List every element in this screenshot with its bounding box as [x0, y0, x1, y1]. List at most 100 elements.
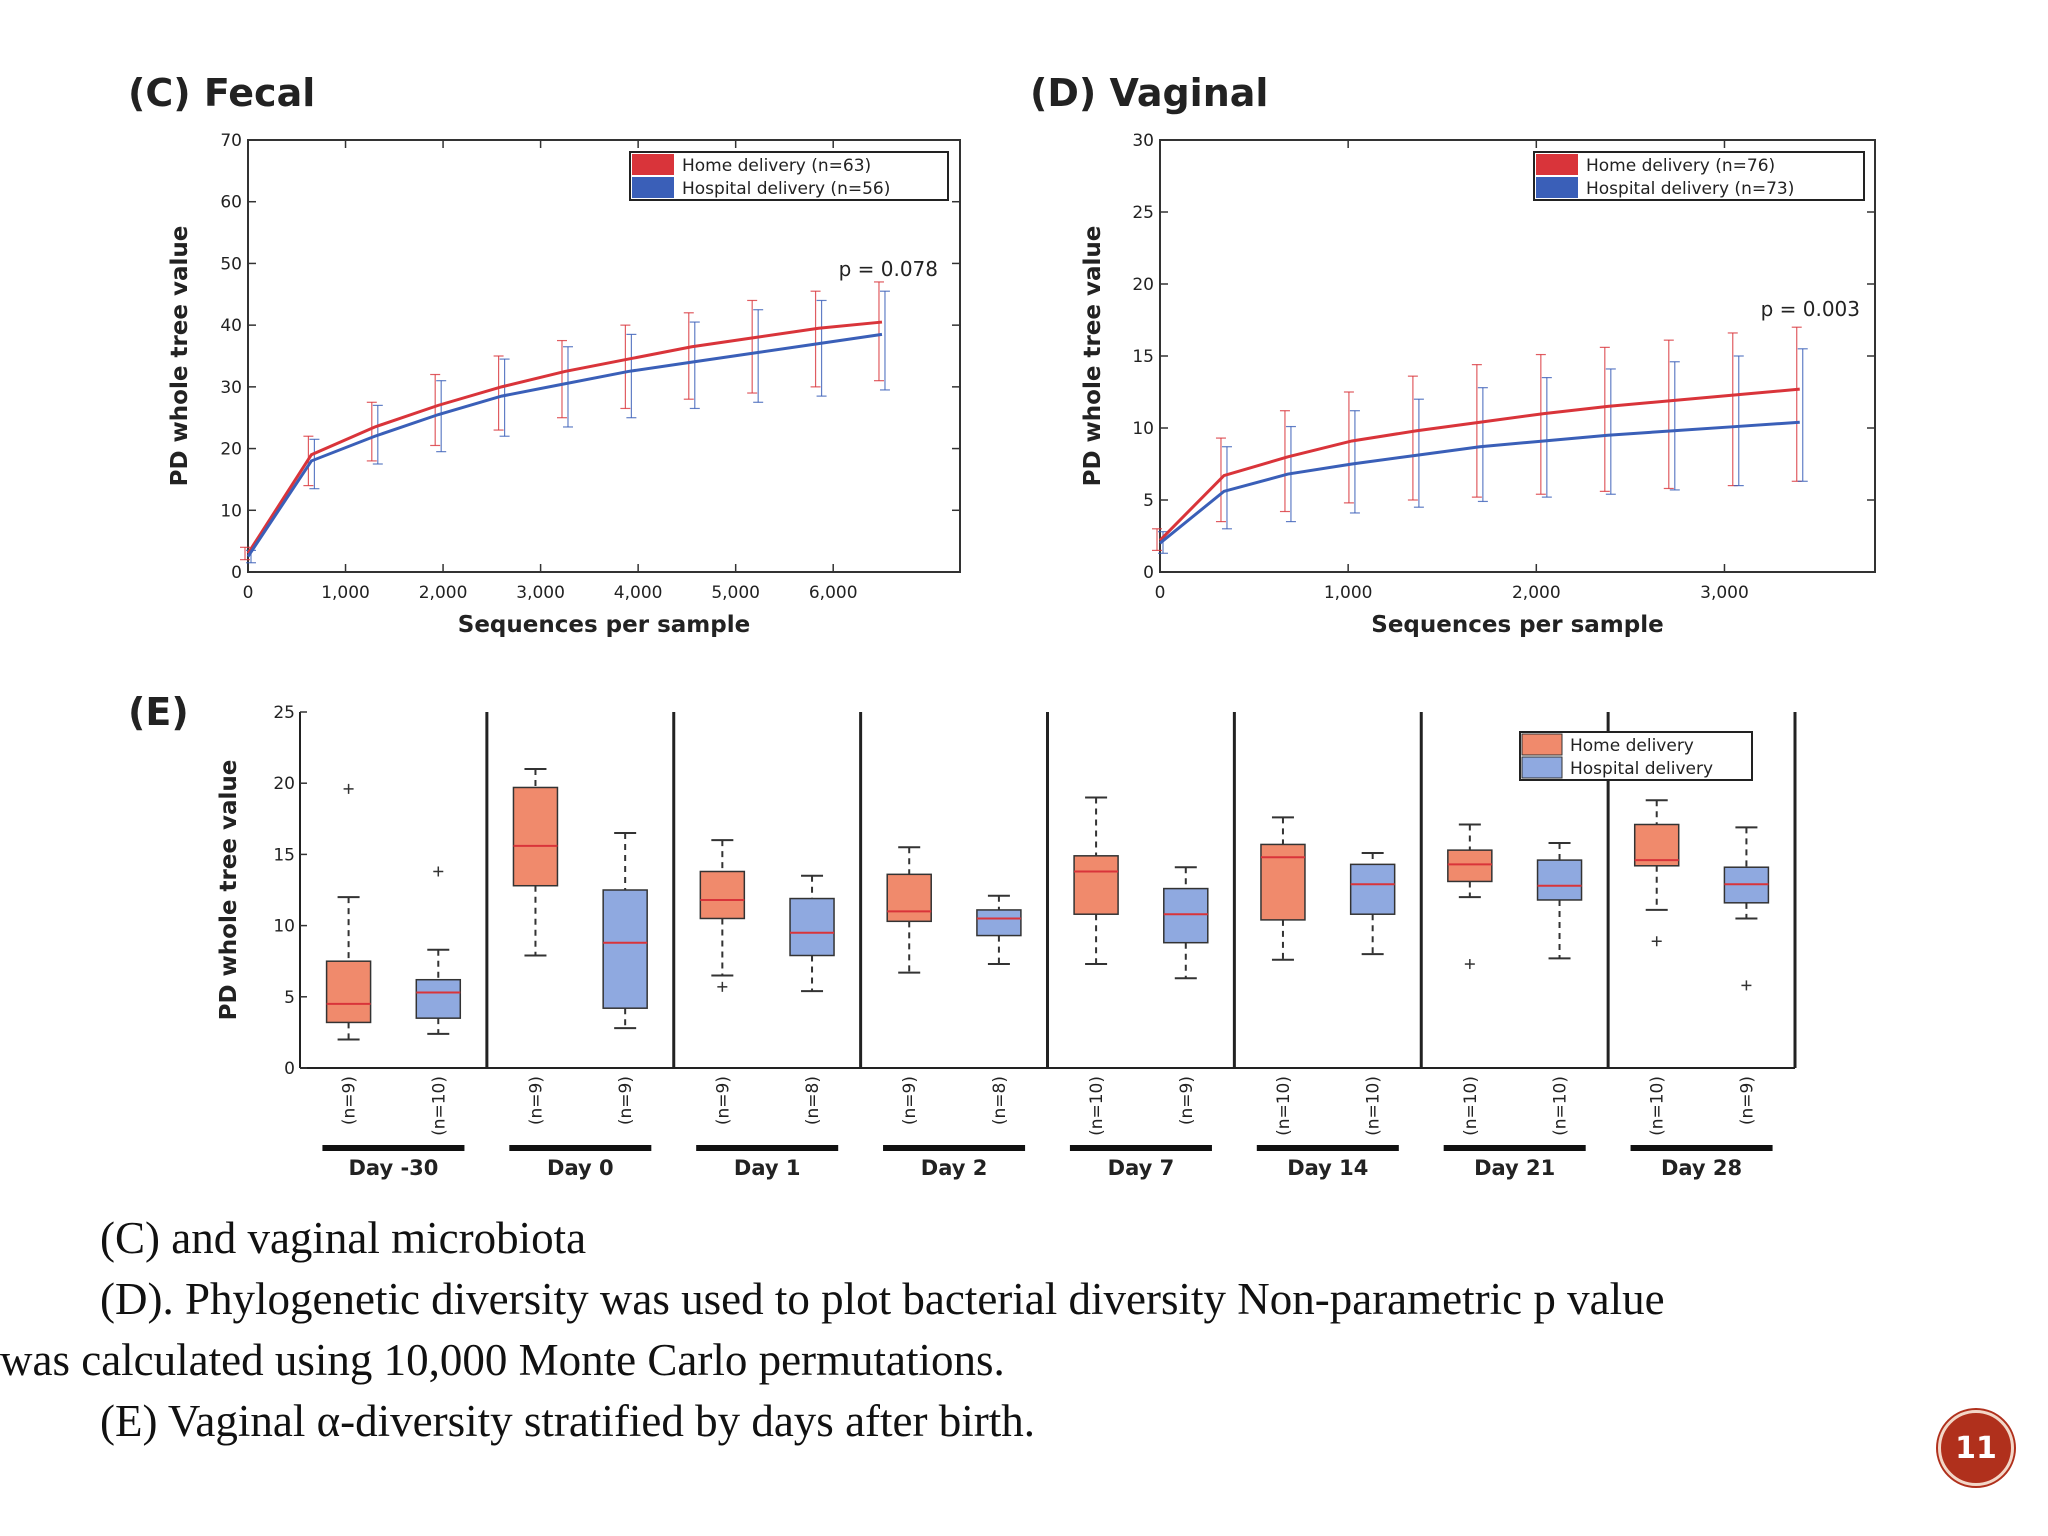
panel-d-legend-box [1533, 151, 1865, 201]
panel-e-ylabel: PD whole tree value [216, 760, 242, 1021]
panel-d-ytick-label: 15 [1132, 347, 1154, 367]
panel-d-series-line-hospital [1159, 420, 1800, 545]
panel-e-n-label: (n=10) [1364, 1076, 1384, 1136]
panel-c-ylabel: PD whole tree value [167, 226, 193, 487]
panel-e-box-hospital [1349, 863, 1396, 915]
panel-e-ytick-label: 0 [284, 1059, 295, 1079]
panel-d-plot-frame [1159, 139, 1876, 573]
panel-e-day-bar [1443, 1145, 1586, 1151]
panel-c-xtick-label: 1,000 [321, 583, 370, 603]
caption: (C) and vaginal microbiota (D). Phylogen… [0, 1208, 1980, 1452]
panel-e-day-label: Day 0 [547, 1156, 614, 1180]
panel-e-day-label: Day 1 [734, 1156, 801, 1180]
panel-e-legend-swatch [1521, 756, 1563, 779]
panel-c-series-line-home [246, 320, 883, 555]
panel-e-n-label: (n=10) [429, 1076, 449, 1136]
slide-number-badge: 11 [1938, 1410, 2014, 1486]
panel-c-legend-swatch [632, 177, 674, 198]
panel-c-plot-frame [247, 139, 961, 573]
panel-d-legend-label: Home delivery (n=76) [1586, 156, 1775, 176]
panel-c-xtick-label: 4,000 [614, 583, 663, 603]
panel-c-p-value: p = 0.078 [839, 257, 938, 281]
panel-d-xtick-label: 0 [1155, 583, 1166, 603]
panel-e-n-label: (n=9) [1177, 1076, 1197, 1125]
panel-d-legend-label: Hospital delivery (n=73) [1586, 179, 1794, 199]
panel-e-n-label: (n=10) [1551, 1076, 1571, 1136]
caption-line-4: (E) Vaginal α-diversity stratified by da… [100, 1396, 1035, 1446]
panel-e-box-hospital [789, 897, 835, 957]
panel-e-ytick-label: 15 [273, 845, 295, 865]
panel-e-day-label: Day 7 [1108, 1156, 1175, 1180]
panel-c-ytick-label: 10 [220, 501, 242, 521]
caption-line-1: (C) and vaginal microbiota [100, 1213, 587, 1263]
panel-e-n-label: (n=9) [1737, 1076, 1757, 1125]
panel-e-box-home [1633, 823, 1680, 867]
panel-c-xlabel: Sequences per sample [458, 612, 750, 638]
panel-c-ytick-label: 40 [220, 316, 242, 336]
panel-c-ytick-label: 0 [231, 563, 242, 583]
panel-e-box-hospital [1536, 859, 1583, 901]
panel-e-box-home [1447, 849, 1493, 883]
panel-e-day-label: Day 14 [1287, 1156, 1368, 1180]
panel-e-box-home [1260, 843, 1306, 921]
panel-d-xlabel: Sequences per sample [1371, 612, 1663, 638]
panel-d-ytick-label: 0 [1143, 563, 1154, 583]
panel-e-ytick-label: 25 [273, 703, 295, 723]
panel-e-box-hospital [415, 978, 462, 1019]
panel-e-legend-label: Home delivery [1570, 736, 1694, 756]
panel-d-ytick-label: 5 [1143, 491, 1154, 511]
panel-e-n-label: (n=9) [900, 1076, 920, 1125]
panel-d-xtick-label: 2,000 [1512, 583, 1561, 603]
panel-e-day-label: Day -30 [348, 1156, 438, 1180]
panel-e-day-label: Day 28 [1661, 1156, 1742, 1180]
panel-e-day-bar [1256, 1145, 1399, 1151]
panel-c-series-line-hospital [246, 332, 883, 558]
panel-c-title: (C) Fecal [128, 71, 315, 115]
panel-e-day-label: Day 21 [1474, 1156, 1555, 1180]
panel-c-xtick-label: 5,000 [711, 583, 760, 603]
panel-d-ytick-label: 25 [1132, 203, 1154, 223]
panel-d-xtick-label: 3,000 [1700, 583, 1749, 603]
panel-d-ytick-label: 30 [1132, 131, 1154, 151]
caption-line-2: (D). Phylogenetic diversity was used to … [100, 1274, 1665, 1324]
panel-e-n-label: (n=8) [803, 1076, 823, 1125]
panel-e-n-label: (n=9) [340, 1076, 360, 1125]
panel-e-legend-swatch [1521, 733, 1563, 756]
panel-c-xtick-label: 6,000 [809, 583, 858, 603]
panel-e-n-label: (n=10) [1087, 1076, 1107, 1136]
panel-e-ytick-label: 5 [284, 988, 295, 1008]
panel-e-n-label: (n=10) [1461, 1076, 1481, 1136]
panel-d-ytick-label: 10 [1132, 419, 1154, 439]
panel-c-ytick-label: 60 [220, 193, 242, 213]
panel-e-n-label: (n=8) [990, 1076, 1010, 1125]
panel-e-day-bar [1630, 1145, 1773, 1151]
panel-e-day-label: Day 2 [921, 1156, 988, 1180]
panel-e-day-bar [696, 1145, 839, 1151]
panel-c-legend-box [629, 151, 949, 201]
panel-d-p-value: p = 0.003 [1761, 297, 1860, 321]
panel-c-legend-swatch [632, 154, 674, 175]
panel-e-ytick-label: 20 [273, 774, 295, 794]
panel-e-day-bar [322, 1145, 465, 1151]
panel-d-legend-swatch [1536, 154, 1578, 175]
panel-e-box-home [1073, 855, 1119, 915]
panel-e-n-label: (n=9) [526, 1076, 546, 1125]
panel-e-day-bar [883, 1145, 1026, 1151]
panel-d-ytick-label: 20 [1132, 275, 1154, 295]
panel-e-n-label: (n=9) [713, 1076, 733, 1125]
panel-e-title: (E) [128, 690, 189, 734]
panel-c-xtick-label: 2,000 [419, 583, 468, 603]
panel-c-legend-label: Home delivery (n=63) [682, 156, 871, 176]
panel-e-box-home [886, 873, 932, 923]
panel-e-box-hospital [976, 909, 1022, 937]
panel-c-xtick-label: 3,000 [516, 583, 565, 603]
panel-e-n-label: (n=10) [1274, 1076, 1294, 1136]
panel-e-ytick-label: 10 [273, 917, 295, 937]
panel-e-legend-label: Hospital delivery [1570, 759, 1713, 779]
panel-e-box-hospital [1163, 887, 1209, 944]
panel-e-box-home [699, 870, 746, 920]
panel-c-legend-label: Hospital delivery (n=56) [682, 179, 890, 199]
panel-d-title: (D) Vaginal [1030, 71, 1268, 115]
panel-e-n-label: (n=9) [616, 1076, 636, 1125]
